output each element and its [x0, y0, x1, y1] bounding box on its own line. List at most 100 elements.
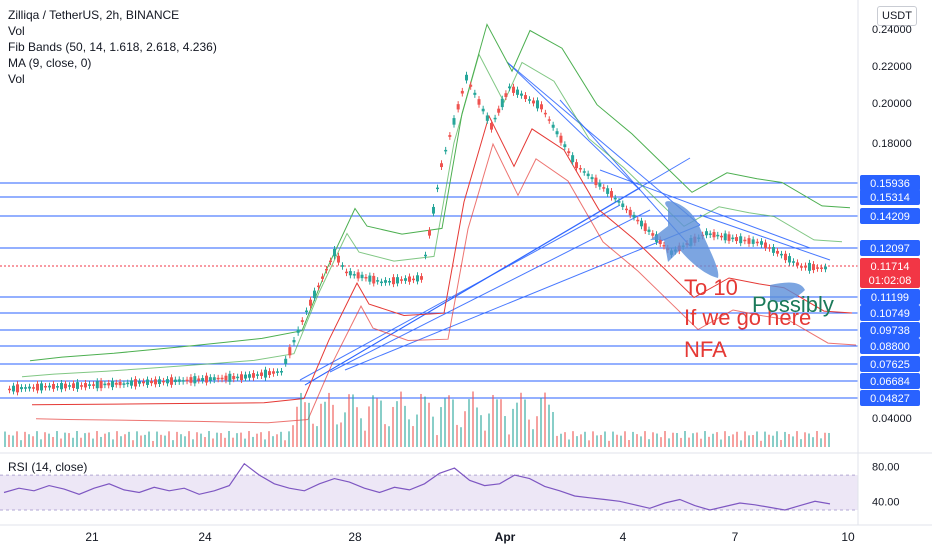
candle-body — [460, 90, 464, 94]
volume-bar — [320, 403, 322, 447]
volume-bar — [772, 435, 774, 447]
candle-body — [392, 277, 395, 285]
volume-bar — [384, 424, 386, 447]
volume-bar — [60, 438, 62, 447]
time-tick-label: 21 — [85, 530, 99, 544]
volume-bar — [96, 431, 98, 447]
candle-body — [88, 384, 91, 386]
candle-body — [416, 275, 419, 282]
candle-body — [276, 371, 279, 373]
candle-body — [348, 271, 352, 276]
candle-body — [321, 276, 324, 279]
time-tick-label: 24 — [198, 530, 212, 544]
volume-bar — [492, 394, 494, 447]
candle-body — [84, 383, 87, 388]
trend-line — [599, 169, 811, 249]
volume-bar — [668, 438, 670, 447]
currency-button[interactable]: USDT — [877, 6, 917, 26]
candle-body — [185, 379, 189, 382]
volume-bar — [120, 436, 122, 447]
volume-bar — [316, 426, 318, 447]
volume-bar — [744, 431, 746, 447]
candle-body — [284, 358, 288, 364]
volume-bar — [612, 431, 614, 447]
candle-body — [384, 280, 387, 283]
candle-body — [146, 379, 149, 385]
volume-bar — [412, 426, 414, 447]
fib-band-lower-outer — [35, 142, 857, 424]
candle-body — [412, 278, 415, 281]
candle-body — [44, 385, 47, 388]
candle-body — [636, 219, 640, 222]
rsi-label: RSI (14, close) — [8, 460, 88, 474]
candle-body — [248, 374, 251, 378]
volume-bar — [256, 433, 258, 447]
volume-bar — [92, 438, 94, 447]
volume-bar — [28, 434, 30, 447]
volume-bar — [512, 408, 514, 447]
trend-line — [299, 204, 621, 381]
level-badge — [860, 390, 920, 406]
volume-bar — [444, 398, 446, 447]
volume-bar — [168, 431, 170, 447]
trend-line — [506, 61, 641, 191]
candle-body — [305, 310, 308, 313]
volume-bar — [752, 435, 754, 447]
candle-body — [166, 379, 169, 384]
volume-bar — [212, 438, 214, 447]
candle-body — [764, 242, 767, 249]
level-badge — [860, 175, 920, 191]
volume-bar — [556, 435, 558, 447]
volume-bar — [488, 413, 490, 447]
candle-body — [575, 162, 578, 169]
volume-bar — [664, 431, 666, 447]
volume-bar — [400, 391, 402, 447]
volume-bar — [356, 407, 358, 447]
candle-body — [20, 387, 23, 390]
volume-bar — [416, 414, 418, 447]
candle-body — [103, 383, 107, 386]
volume-bar — [304, 402, 306, 447]
candle-body — [747, 238, 751, 244]
candle-body — [784, 253, 787, 261]
volume-bar — [20, 440, 22, 447]
volume-bar — [148, 431, 150, 447]
candle-body — [628, 209, 632, 216]
candle-body — [571, 155, 575, 163]
candle-body — [760, 241, 763, 245]
candle-body — [444, 149, 448, 152]
volume-bar — [508, 434, 510, 447]
volume-bar — [724, 431, 726, 447]
volume-bar — [544, 392, 546, 447]
volume-bar — [4, 431, 6, 447]
trend-lines — [299, 61, 831, 386]
volume-bar — [780, 439, 782, 447]
candle-body — [768, 247, 771, 249]
volume-bar — [572, 431, 574, 447]
volume-bar — [300, 392, 302, 447]
volume-bar — [728, 436, 730, 447]
volume-bar — [380, 400, 382, 447]
countdown-label: 01:02:08 — [869, 275, 912, 287]
candle-body — [493, 117, 497, 120]
volume-bar — [760, 440, 762, 447]
candle-body — [134, 379, 137, 387]
candle-body — [272, 371, 275, 374]
volume-bar — [684, 431, 686, 447]
candle-body — [356, 272, 360, 279]
candle-body — [547, 119, 551, 121]
indicator-vol: Vol — [8, 24, 25, 38]
candle-body — [452, 118, 456, 125]
volume-bar — [8, 434, 10, 447]
volume-bar — [360, 418, 362, 447]
volume-bar — [408, 419, 410, 447]
candle-body — [177, 379, 181, 382]
volume-bar — [340, 422, 342, 447]
candle-body — [64, 383, 67, 389]
level-badge — [860, 305, 920, 321]
level-label: 0.10749 — [870, 308, 910, 320]
volume-bar — [616, 434, 618, 447]
volume-bar — [804, 432, 806, 447]
candle-body — [497, 108, 501, 113]
volume-bar — [652, 432, 654, 447]
